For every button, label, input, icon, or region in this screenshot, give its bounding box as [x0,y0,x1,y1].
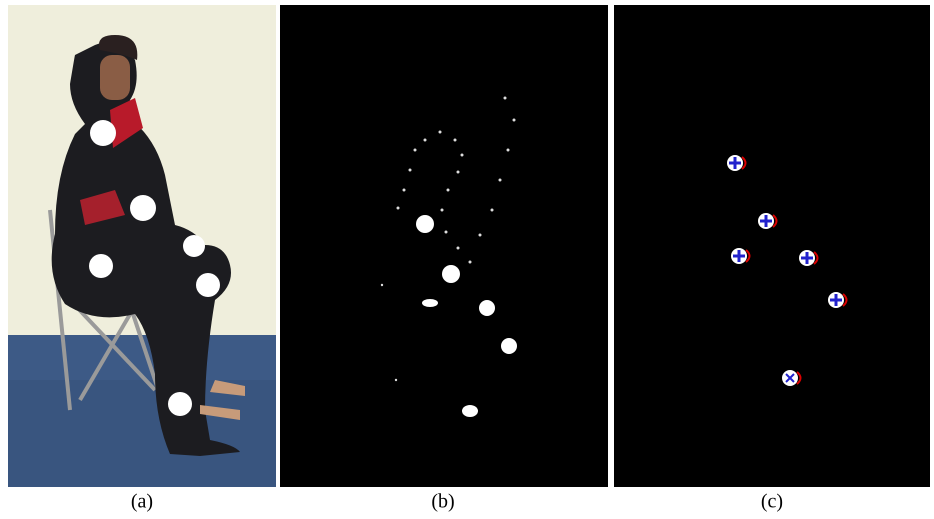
photo-panel [8,5,276,487]
shape [469,261,472,264]
caption: (b) [431,491,454,513]
figure: (a) (b) (c) [0,0,934,519]
page: {"panels": [{"caption": "(a)"}, {"captio… [0,0,934,519]
shape [614,5,930,487]
shape [457,247,460,250]
shape [168,392,192,416]
shape [479,300,495,316]
shape [8,380,276,487]
shape [457,171,460,174]
shape [439,131,442,134]
caption: (a) [131,491,153,513]
shape [280,5,608,487]
shape [441,209,444,212]
shape [513,119,516,122]
shape [504,97,507,100]
shape [409,169,412,172]
shape [130,195,156,221]
shape [462,405,478,417]
shape [90,120,116,146]
marker-panel [614,5,930,487]
shape [424,139,427,142]
shape [442,265,460,283]
shape [479,234,482,237]
shape [196,273,220,297]
shape [397,207,400,210]
shape [447,189,450,192]
shape [381,284,383,286]
shape [395,379,397,381]
shape [499,179,502,182]
shape [89,254,113,278]
shape [461,154,464,157]
shape [507,149,510,152]
shape [445,231,448,234]
shape [416,215,434,233]
shape [100,55,130,100]
caption: (c) [761,491,783,513]
shape [501,338,517,354]
binary-panel [280,5,608,487]
shape [491,209,494,212]
shape [403,189,406,192]
shape [414,149,417,152]
shape [422,299,438,307]
shape [454,139,457,142]
shape [183,235,205,257]
